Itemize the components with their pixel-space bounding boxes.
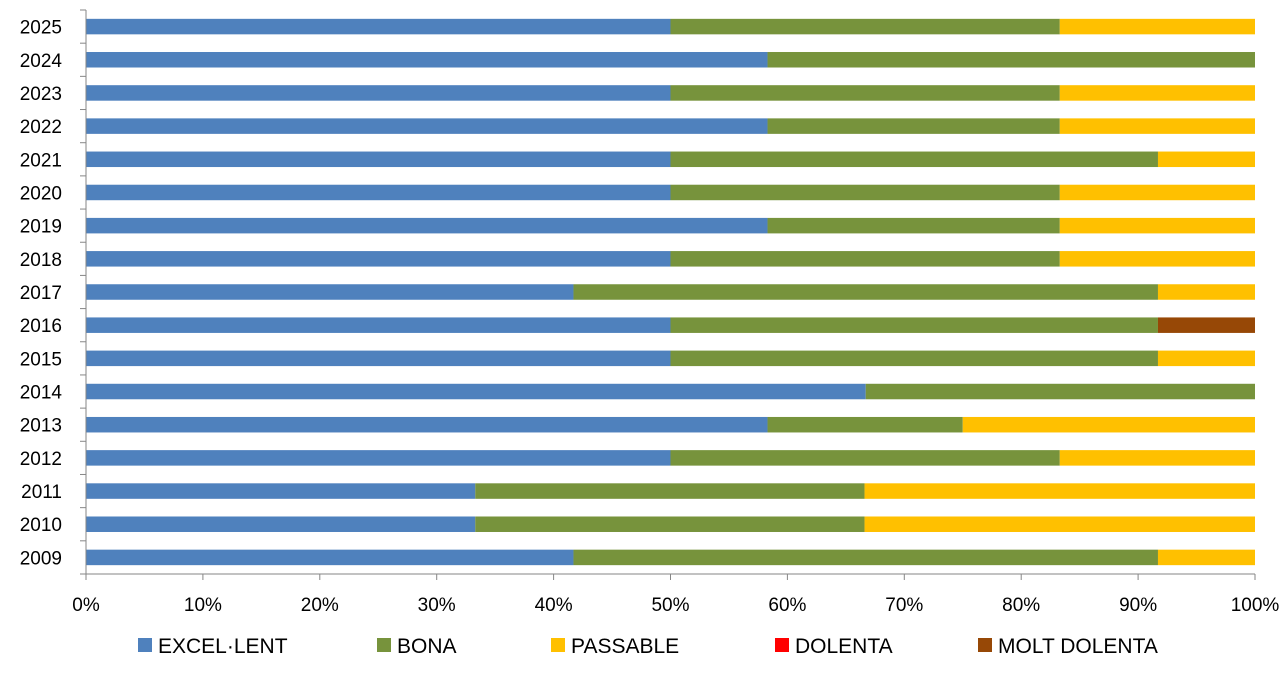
legend: EXCEL·LENT BONA PASSABLE DOLENTA MOLT DOLENT… [138, 635, 1158, 658]
y-tick-label-2011: 2011 [21, 482, 62, 503]
bar-2011-series-0 [86, 483, 476, 499]
y-tick-label-2016: 2016 [20, 316, 62, 337]
y-tick-label-2018: 2018 [20, 250, 62, 271]
y-tick-label-2017: 2017 [20, 283, 62, 304]
legend-label-1: BONA [397, 635, 457, 658]
bar-2016-series-4 [1157, 317, 1255, 333]
y-tick-label-2023: 2023 [20, 84, 62, 105]
bar-2016-series-0 [86, 317, 671, 333]
bar-2015-series-1 [670, 350, 1158, 367]
bar-2012-series-2 [1059, 450, 1255, 466]
y-tick-label-2009: 2009 [20, 548, 62, 569]
bar-2010-series-0 [86, 516, 476, 532]
y-tick-label-2024: 2024 [20, 51, 63, 72]
bar-2020-series-1 [670, 184, 1060, 201]
bar-2020-series-2 [1059, 184, 1255, 201]
bar-2017-series-1 [573, 284, 1158, 300]
bar-2024-series-1 [767, 52, 1255, 68]
bar-2014-series-0 [86, 383, 866, 400]
bar-2017-series-0 [86, 284, 574, 300]
legend-swatch-1 [377, 638, 391, 652]
bar-2019-series-0 [86, 217, 768, 234]
y-tick-label-2015: 2015 [20, 349, 62, 370]
legend-label-0: EXCEL·LENT [158, 635, 288, 658]
y-tick-label-2014: 2014 [20, 383, 63, 404]
y-tick-label-2022: 2022 [20, 117, 62, 138]
x-tick-label-70pct: 70% [885, 595, 923, 616]
bar-2010-series-2 [864, 516, 1255, 532]
y-tick-label-2019: 2019 [20, 217, 62, 238]
bar-2023-series-1 [670, 85, 1060, 101]
bar-2021-series-0 [86, 151, 671, 168]
bar-2018-series-2 [1059, 251, 1255, 267]
bar-2012-series-0 [86, 450, 671, 466]
y-tick-labels: 2009 2010 2011 2012 2013 2014 2015 2016 2017 2018… [20, 18, 63, 570]
bar-2018-series-0 [86, 251, 671, 267]
x-tick-labels: 0% 10% 20% 30% 40% 50% 60% 70% 80% 90% 100% [72, 595, 1279, 616]
bar-2025-series-2 [1059, 18, 1255, 35]
bar-2019-series-2 [1059, 217, 1255, 234]
y-tick-label-2021: 2021 [20, 150, 62, 171]
bar-2022-series-1 [767, 118, 1060, 134]
bar-2022-series-2 [1059, 118, 1255, 134]
bar-2021-series-2 [1157, 151, 1255, 168]
y-tick-label-2010: 2010 [20, 515, 62, 536]
x-tick-label-40pct: 40% [535, 595, 573, 616]
bar-2016-series-1 [670, 317, 1158, 333]
y-tick-label-2013: 2013 [20, 416, 62, 437]
x-tick-label-90pct: 90% [1119, 595, 1157, 616]
bar-2009-series-1 [573, 549, 1158, 566]
bar-2010-series-1 [475, 516, 865, 532]
legend-label-4: MOLT DOLENTA [998, 635, 1158, 658]
x-tick-label-0pct: 0% [72, 595, 100, 616]
y-tick-label-2020: 2020 [20, 183, 62, 204]
x-tick-label-30pct: 30% [418, 595, 456, 616]
legend-swatch-4 [978, 638, 992, 652]
y-tick-label-2025: 2025 [20, 18, 62, 39]
bar-2009-series-0 [86, 549, 574, 566]
bars-layer [86, 18, 1255, 566]
bar-2018-series-1 [670, 251, 1060, 267]
x-tick-label-10pct: 10% [184, 595, 222, 616]
bar-2025-series-0 [86, 18, 671, 35]
bar-2013-series-1 [767, 416, 963, 433]
bar-2023-series-0 [86, 85, 671, 101]
bar-2022-series-0 [86, 118, 768, 134]
bar-2013-series-0 [86, 416, 768, 433]
bar-2025-series-1 [670, 18, 1060, 35]
x-tick-label-60pct: 60% [768, 595, 806, 616]
bar-2011-series-1 [475, 483, 865, 499]
bar-2014-series-1 [865, 383, 1255, 400]
bar-2012-series-1 [670, 450, 1060, 466]
bar-2011-series-2 [864, 483, 1255, 499]
bar-2019-series-1 [767, 217, 1060, 234]
x-tick-label-80pct: 80% [1002, 595, 1040, 616]
x-tick-label-50pct: 50% [651, 595, 689, 616]
bar-2013-series-2 [962, 416, 1255, 433]
bar-2009-series-2 [1157, 549, 1255, 566]
axes-layer [80, 9, 1256, 580]
y-tick-label-2012: 2012 [20, 449, 62, 470]
bar-2021-series-1 [670, 151, 1158, 168]
bar-2024-series-0 [86, 52, 768, 68]
legend-swatch-2 [551, 638, 565, 652]
x-tick-label-100pct: 100% [1231, 595, 1280, 616]
legend-label-3: DOLENTA [795, 635, 893, 658]
legend-swatch-0 [138, 638, 152, 652]
bar-2020-series-0 [86, 184, 671, 201]
bar-2023-series-2 [1059, 85, 1255, 101]
legend-label-2: PASSABLE [571, 635, 679, 658]
legend-swatch-3 [775, 638, 789, 652]
bar-2015-series-0 [86, 350, 671, 367]
bar-2015-series-2 [1157, 350, 1255, 367]
x-tick-label-20pct: 20% [301, 595, 339, 616]
bar-2017-series-2 [1157, 284, 1255, 300]
